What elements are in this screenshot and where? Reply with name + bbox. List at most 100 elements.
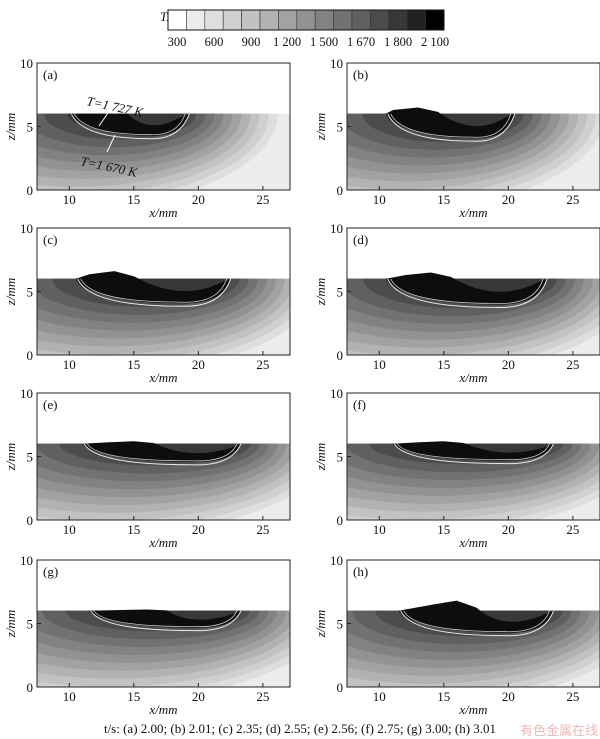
melt-pool xyxy=(69,113,190,136)
x-tick-label: 25 xyxy=(566,689,579,704)
y-tick-label: 0 xyxy=(27,513,34,528)
colorbar-cell xyxy=(370,9,390,31)
panel-label: (b) xyxy=(353,67,368,82)
y-tick-label: 10 xyxy=(330,221,343,236)
panel-label: (c) xyxy=(43,232,57,247)
x-tick-label: 10 xyxy=(63,357,76,372)
x-tick-label: 25 xyxy=(566,192,579,207)
colorbar-tick-label: 600 xyxy=(205,35,224,49)
panel-label: (f) xyxy=(353,397,366,412)
isotherm-1670K xyxy=(90,610,242,632)
x-tick-label: 25 xyxy=(566,357,579,372)
y-tick-label: 10 xyxy=(20,553,33,568)
isotherm-1727K xyxy=(403,610,550,633)
colorbar-tick-label: 1 200 xyxy=(273,35,301,49)
x-tick-label: 25 xyxy=(256,689,269,704)
melt-pool xyxy=(385,107,515,139)
x-tick-label: 25 xyxy=(256,192,269,207)
contour-panel-c: (c) 10 15 20 25 0 5 10 x/mm z/mm xyxy=(3,221,291,385)
x-tick-label: 20 xyxy=(192,522,205,537)
x-tick-label: 20 xyxy=(502,689,515,704)
substrate-contours xyxy=(37,278,290,355)
x-axis-label: x/mm xyxy=(458,370,487,385)
x-axis-label: x/mm xyxy=(458,535,487,550)
x-tick-label: 15 xyxy=(127,522,140,537)
x-tick-label: 10 xyxy=(63,522,76,537)
y-axis-label: z/mm xyxy=(3,610,18,638)
x-tick-label: 15 xyxy=(127,689,140,704)
x-tick-label: 25 xyxy=(256,357,269,372)
x-tick-label: 20 xyxy=(502,522,515,537)
y-tick-label: 0 xyxy=(27,348,34,363)
y-tick-label: 5 xyxy=(27,450,34,465)
y-axis-label: z/mm xyxy=(313,610,328,638)
colorbar-tick-label: 300 xyxy=(168,35,187,49)
x-tick-label: 20 xyxy=(192,192,205,207)
colorbar-cell xyxy=(351,9,371,31)
x-axis-label: x/mm xyxy=(148,702,177,717)
colorbar-tick-label: 900 xyxy=(242,35,261,49)
isotherm-1670K xyxy=(387,278,548,308)
y-tick-label: 10 xyxy=(330,553,343,568)
x-tick-label: 15 xyxy=(437,522,450,537)
colorbar-cell xyxy=(296,9,316,31)
colorbar-frame xyxy=(167,9,445,31)
y-tick-label: 5 xyxy=(27,120,34,135)
x-tick-label: 20 xyxy=(192,357,205,372)
melt-pool xyxy=(385,272,548,305)
contour-panel-g: (g) 10 15 20 25 0 5 10 x/mm z/mm xyxy=(3,553,291,717)
x-tick-label: 10 xyxy=(63,689,76,704)
colorbar-cell xyxy=(186,9,206,31)
colorbar-cell xyxy=(388,9,408,31)
x-tick-label: 25 xyxy=(566,522,579,537)
y-axis-label: z/mm xyxy=(3,278,18,306)
panel-label: (h) xyxy=(353,564,368,579)
x-tick-label: 15 xyxy=(127,192,140,207)
colorbar-cell xyxy=(333,9,353,31)
substrate-contours xyxy=(37,610,290,687)
y-tick-label: 5 xyxy=(337,285,344,300)
colorbar-tick-label: 1 500 xyxy=(310,35,338,49)
colorbar-cell xyxy=(241,9,261,31)
x-tick-label: 10 xyxy=(373,522,386,537)
isotherm-1670K xyxy=(77,278,232,307)
isotherm-1727K xyxy=(396,443,550,461)
colorbar-cell xyxy=(204,9,224,31)
y-tick-label: 0 xyxy=(337,348,344,363)
x-tick-label: 10 xyxy=(373,689,386,704)
colorbar-cell xyxy=(167,9,187,31)
y-tick-label: 0 xyxy=(337,513,344,528)
y-tick-label: 10 xyxy=(330,386,343,401)
contour-panel-f: (f) 10 15 20 25 0 5 10 x/mm z/mm xyxy=(313,386,600,550)
y-axis-label: z/mm xyxy=(3,113,18,141)
isotherm-1727K xyxy=(390,278,544,304)
y-tick-label: 0 xyxy=(337,183,344,198)
x-tick-label: 15 xyxy=(437,689,450,704)
x-axis-label: x/mm xyxy=(458,205,487,220)
figure-caption: t/s: (a) 2.00; (b) 2.01; (c) 2.35; (d) 2… xyxy=(104,721,496,736)
y-tick-label: 0 xyxy=(27,680,34,695)
x-tick-label: 20 xyxy=(192,689,205,704)
y-tick-label: 5 xyxy=(27,285,34,300)
isotherm-1727K xyxy=(73,113,186,136)
x-tick-label: 15 xyxy=(437,192,450,207)
y-tick-label: 0 xyxy=(27,183,34,198)
colorbar-cell xyxy=(314,9,334,31)
x-tick-label: 10 xyxy=(63,192,76,207)
colorbar-cell xyxy=(259,9,279,31)
contour-panel-d: (d) 10 15 20 25 0 5 10 x/mm z/mm xyxy=(313,221,600,385)
isotherm-1670K xyxy=(400,610,554,637)
isotherm-1727K xyxy=(390,113,512,138)
y-axis-label: z/mm xyxy=(313,113,328,141)
y-axis-label: z/mm xyxy=(313,443,328,471)
colorbar-cell xyxy=(278,9,298,31)
x-tick-label: 15 xyxy=(437,357,450,372)
y-tick-label: 5 xyxy=(337,450,344,465)
contour-panel-h: (h) 10 15 20 25 0 5 10 x/mm z/mm xyxy=(313,553,600,717)
panel-label: (g) xyxy=(43,564,58,579)
y-axis-label: z/mm xyxy=(3,443,18,471)
isotherm-1670K xyxy=(83,443,242,466)
panel-label: (a) xyxy=(43,67,57,82)
